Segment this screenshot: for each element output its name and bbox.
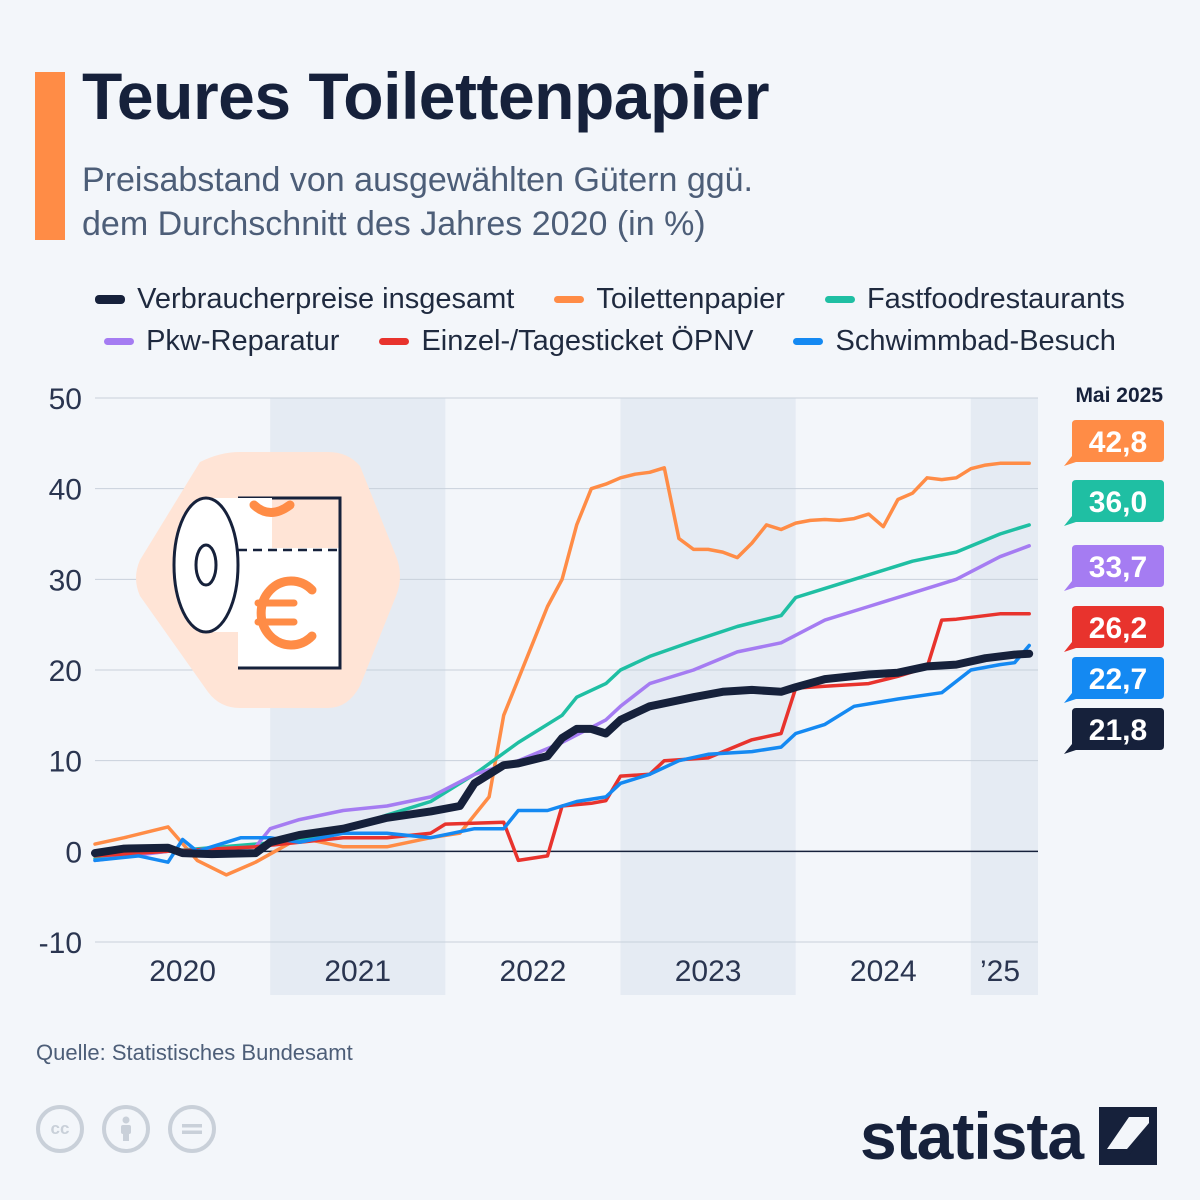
end-label-box: [1064, 480, 1164, 526]
x-tick-label: 2024: [850, 955, 917, 988]
legend-swatch: [554, 295, 585, 303]
y-tick-label: 30: [49, 564, 82, 597]
end-label-value: 21,8: [1089, 714, 1147, 747]
year-band-2025: [970, 398, 1038, 995]
legend-label: Fastfoodrestaurants: [866, 282, 1125, 315]
y-tick-label: 0: [65, 836, 82, 869]
accent-bar: [35, 72, 65, 240]
y-tick-label: -10: [39, 927, 82, 960]
end-label-value: 42,8: [1089, 426, 1147, 459]
statista-logo[interactable]: statista: [860, 1098, 1158, 1174]
end-label-value: 36,0: [1089, 486, 1147, 519]
end-label-box: [1064, 606, 1164, 652]
legend-label: Toilettenpapier: [596, 282, 785, 315]
x-tick-label: 2023: [675, 955, 742, 988]
legend-row: Verbraucherpreise insgesamt Toilettenpapi…: [40, 278, 1180, 320]
y-tick-label: 40: [49, 474, 82, 507]
end-label-box: [1064, 657, 1164, 703]
toilet-paper-euro-icon: [136, 452, 400, 708]
series-line-toilettenpapier: [93, 461, 1031, 877]
legend-swatch: [95, 294, 126, 304]
subtitle-line-1: Preisabstand von ausgewählten Gütern ggü…: [82, 161, 754, 199]
brand-wordmark: statista: [860, 1099, 1084, 1173]
end-label-header: Mai 2025: [1075, 384, 1163, 407]
legend-label: Einzel-/Tagesticket ÖPNV: [421, 324, 754, 357]
page-subtitle: Preisabstand von ausgewählten Gütern ggü…: [82, 158, 982, 246]
nd-icon[interactable]: [168, 1105, 216, 1153]
series-line-pkw-reparatur: [93, 544, 1031, 863]
statista-mark-icon: [1099, 1107, 1158, 1165]
end-label-box: [1064, 420, 1164, 466]
series-line-schwimmbad-besuch: [93, 643, 1031, 864]
legend-swatch: [104, 337, 135, 345]
subtitle-line-2: dem Durchschnitt des Jahres 2020 (in %): [82, 205, 706, 243]
end-label-value: 26,2: [1089, 612, 1147, 645]
line-chart: 50 40 30 20 10 0 -10 2020 2021 2022 2023 2024 ’25 Mai…: [39, 383, 1164, 995]
legend-swatch: [379, 337, 410, 345]
x-tick-label: ’25: [980, 955, 1020, 988]
legend-label: Pkw-Reparatur: [146, 324, 340, 357]
legend-swatch: [793, 337, 824, 345]
legend-row: Pkw-Reparatur Einzel-/Tagesticket ÖPNV Sch…: [40, 320, 1180, 362]
legend-item[interactable]: Einzel-/Tagesticket ÖPNV: [379, 325, 753, 358]
y-tick-label: 20: [49, 655, 82, 688]
source-note: Quelle: Statistisches Bundesamt: [36, 1040, 353, 1065]
end-label-value: 33,7: [1089, 551, 1147, 584]
legend-swatch: [824, 295, 855, 303]
legend-label: Schwimmbad-Besuch: [835, 324, 1116, 357]
x-tick-label: 2021: [324, 955, 391, 988]
end-label-box: [1064, 545, 1164, 591]
end-label-box: [1064, 708, 1164, 754]
x-tick-label: 2020: [149, 955, 216, 988]
legend-label: Verbraucherpreise insgesamt: [137, 282, 515, 315]
legend-item[interactable]: Toilettenpapier: [554, 283, 785, 316]
chart-legend: Verbraucherpreise insgesamt Toilettenpapi…: [40, 278, 1180, 362]
end-label-value: 22,7: [1089, 663, 1147, 696]
by-icon[interactable]: [102, 1105, 150, 1153]
y-tick-label: 10: [49, 746, 82, 779]
y-tick-label: 50: [49, 383, 82, 416]
legend-item[interactable]: Fastfoodrestaurants: [824, 282, 1125, 316]
x-tick-label: 2022: [500, 955, 567, 988]
legend-item[interactable]: Pkw-Reparatur: [104, 325, 339, 358]
series-line-verbraucherpreise-insgesamt: [91, 649, 1034, 859]
legend-item[interactable]: Verbraucherpreise insgesamt: [95, 283, 514, 316]
license-icons: cc: [36, 1105, 216, 1153]
cc-icon[interactable]: cc: [36, 1105, 84, 1153]
legend-item[interactable]: Schwimmbad-Besuch: [793, 324, 1116, 358]
page-title: Teures Toilettenpapier: [82, 59, 770, 133]
